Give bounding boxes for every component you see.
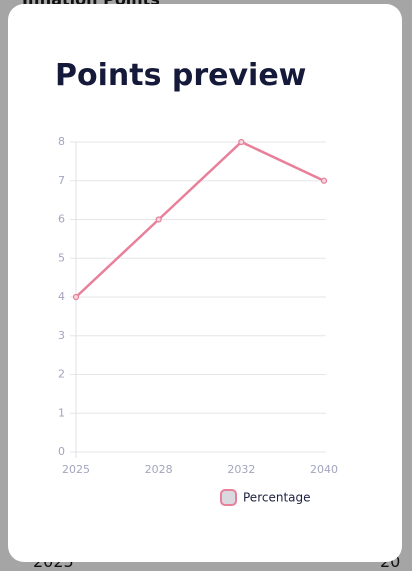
data-point	[238, 138, 245, 146]
modal-title: Points preview	[55, 58, 307, 93]
x-tick-label: 2032	[227, 463, 255, 476]
data-line	[75, 140, 325, 298]
y-tick-label: 6	[58, 213, 65, 226]
y-tick-label: 7	[58, 174, 65, 187]
x-tick-label: 2025	[62, 463, 90, 476]
data-point	[320, 177, 328, 184]
y-tick-label: 4	[58, 290, 65, 303]
modal: Points preview	[8, 4, 402, 562]
legend-label: Percentage	[243, 491, 311, 505]
data-point	[155, 216, 162, 223]
y-tick-label: 5	[58, 251, 65, 264]
y-tick-label: 8	[58, 135, 65, 148]
x-tick-label: 2040	[310, 463, 338, 476]
y-tick-label: 0	[58, 445, 65, 458]
x-tick-label: 2028	[145, 463, 173, 476]
y-tick-label: 2	[58, 368, 65, 381]
y-tick-label: 3	[58, 329, 65, 342]
y-tick-label: 1	[58, 406, 65, 419]
legend-swatch	[220, 489, 237, 506]
data-point	[72, 293, 80, 301]
